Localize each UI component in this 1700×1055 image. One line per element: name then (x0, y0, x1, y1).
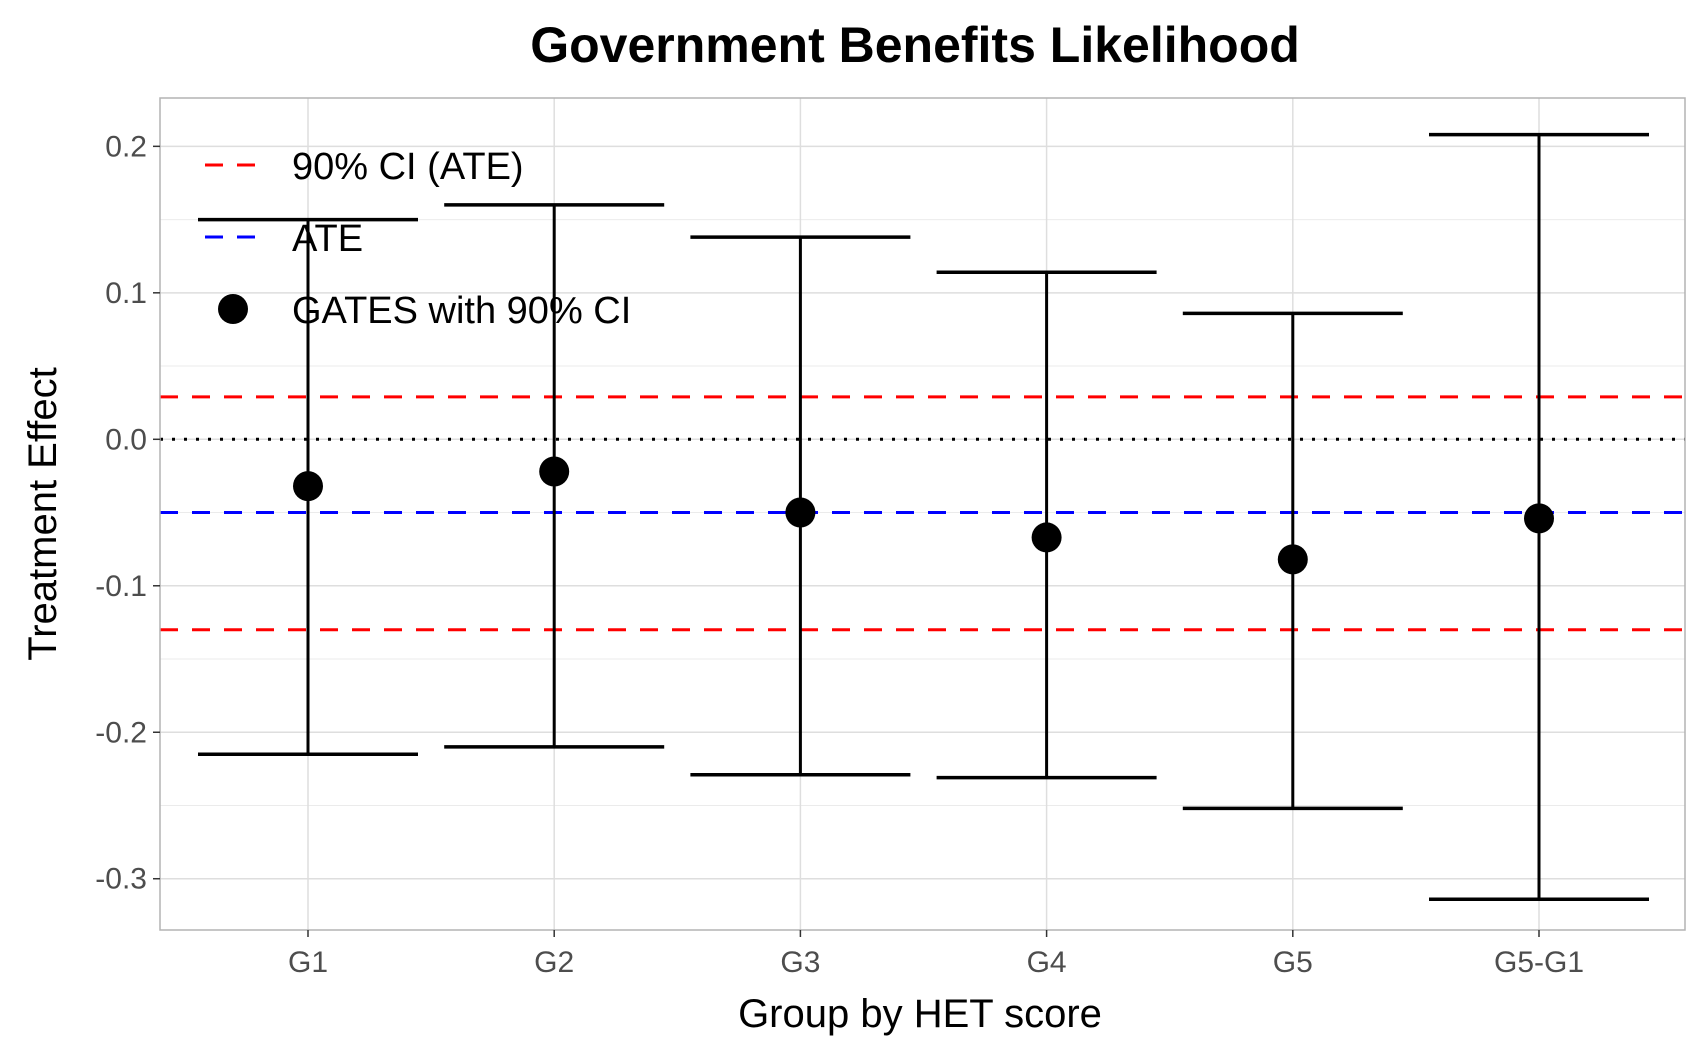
plot-panel-border (159, 97, 1686, 931)
legend-key-gates (218, 294, 248, 324)
legend-label-ate: ATE (292, 218, 363, 260)
legend: 90% CI (ATE) ATE GATES with 90% CI (205, 146, 631, 332)
gates-point (1277, 544, 1308, 575)
errorbar-g3 (690, 235, 911, 777)
errorbar-g1 (198, 217, 418, 756)
gates-point (539, 456, 570, 487)
gates-point (1524, 503, 1554, 534)
gates-point (293, 471, 323, 502)
y-tick-label: -0.1 (95, 570, 147, 603)
errorbar-g4 (936, 270, 1157, 780)
gates-point (785, 497, 816, 528)
y-tick-label: 0.0 (105, 423, 147, 456)
y-axis-ticks: 0.2 0.1 0.0 -0.1 -0.2 -0.3 (95, 130, 160, 896)
errorbar-g2 (444, 203, 665, 749)
x-tick-label: G1 (288, 946, 328, 979)
x-tick-label: G4 (1027, 946, 1067, 979)
errorbar-g5 (1182, 311, 1403, 811)
y-tick-label: -0.3 (95, 863, 147, 896)
y-tick-label: 0.1 (105, 277, 147, 310)
y-tick-label: -0.2 (95, 716, 147, 749)
errorbar-g5-g1 (1429, 132, 1649, 901)
x-tick-label: G3 (780, 946, 820, 979)
x-axis-title: Group by HET score (738, 992, 1102, 1036)
y-tick-label: 0.2 (105, 130, 147, 163)
gates-series (198, 132, 1649, 901)
x-tick-label: G5-G1 (1494, 946, 1584, 979)
reference-lines (160, 395, 1685, 632)
legend-label-gates: GATES with 90% CI (292, 290, 631, 332)
x-tick-label: G2 (534, 946, 574, 979)
x-tick-label: G5 (1273, 946, 1313, 979)
chart-title: Government Benefits Likelihood (530, 17, 1300, 73)
x-axis-ticks: G1 G2 G3 G4 G5 G5-G1 (288, 930, 1584, 979)
legend-label-ate-ci: 90% CI (ATE) (292, 146, 524, 188)
gates-point (1031, 522, 1062, 553)
y-axis-title: Treatment Effect (21, 367, 65, 660)
